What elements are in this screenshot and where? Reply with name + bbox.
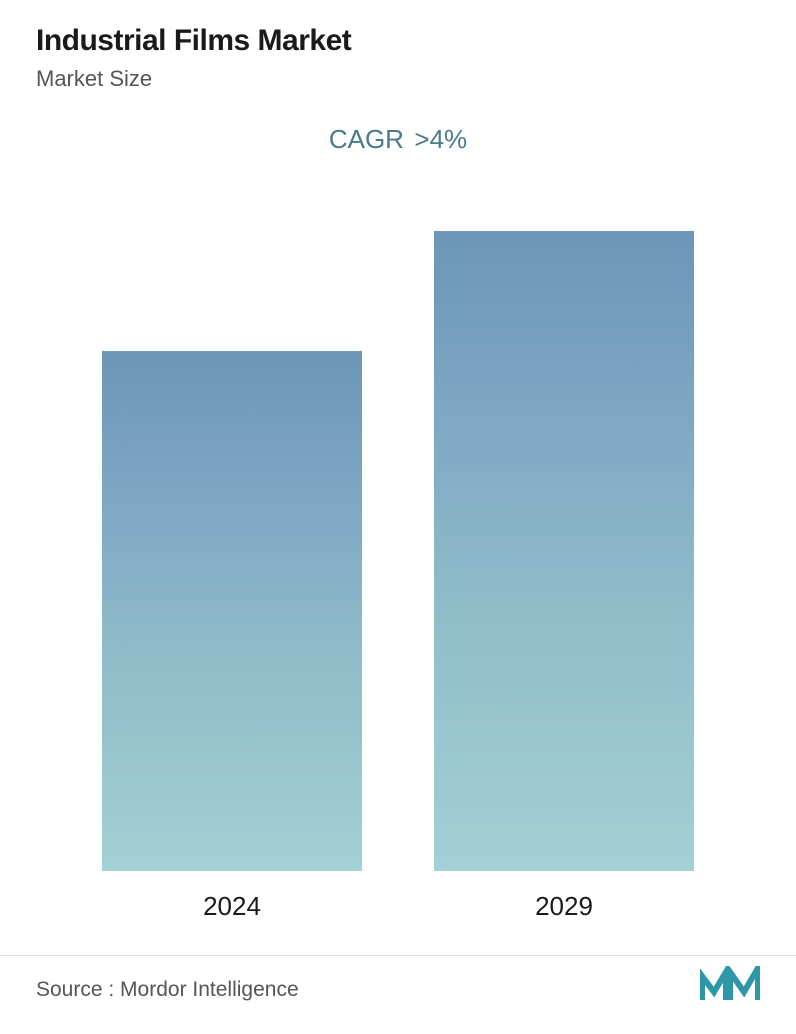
bar-group-1: 2029	[434, 231, 694, 922]
bar-label-2029: 2029	[535, 891, 593, 922]
chart-subtitle: Market Size	[36, 66, 760, 92]
footer-divider	[0, 955, 796, 956]
mordor-logo-icon	[700, 966, 760, 1002]
bar-2029	[434, 231, 694, 871]
bar-label-2024: 2024	[203, 891, 261, 922]
cagr-annotation: CAGR >4%	[36, 124, 760, 155]
bar-group-0: 2024	[102, 351, 362, 922]
chart-area: 2024 2029	[36, 175, 760, 942]
source-text: Source : Mordor Intelligence	[36, 978, 299, 1002]
chart-container: Industrial Films Market Market Size CAGR…	[0, 0, 796, 1034]
chart-footer: Source : Mordor Intelligence	[36, 942, 760, 1010]
bar-2024	[102, 351, 362, 871]
cagr-label: CAGR	[329, 124, 404, 154]
cagr-value: >4%	[414, 124, 467, 154]
chart-title: Industrial Films Market	[36, 24, 760, 58]
